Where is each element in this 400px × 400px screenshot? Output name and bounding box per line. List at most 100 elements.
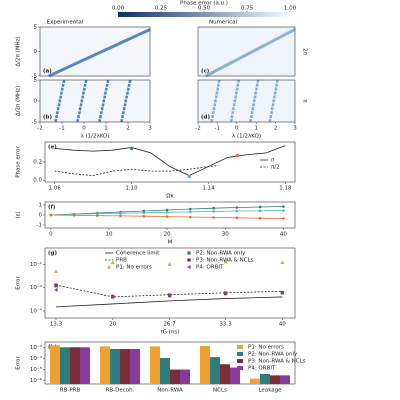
colorbar-tick-label: 0.25 bbox=[155, 6, 168, 12]
marker bbox=[142, 209, 146, 213]
heatmap-feature bbox=[249, 79, 260, 123]
x-tick-label: 1 bbox=[254, 126, 258, 132]
column-title: Numerical bbox=[209, 20, 238, 26]
legend-marker bbox=[187, 258, 191, 262]
x-axis-label: M bbox=[168, 240, 173, 246]
y-axis-label: Phase error bbox=[16, 146, 22, 178]
colorbar-tick-label: 0.50 bbox=[198, 6, 211, 12]
marker bbox=[212, 206, 215, 210]
series-line bbox=[54, 145, 286, 177]
bar bbox=[100, 346, 110, 384]
highlight-point bbox=[129, 146, 134, 151]
marker bbox=[223, 259, 228, 264]
marker bbox=[280, 260, 285, 265]
marker bbox=[96, 214, 99, 217]
marker bbox=[235, 209, 239, 213]
y-tick-label: 10⁻² bbox=[30, 261, 42, 268]
legend-label: π bbox=[271, 158, 275, 164]
y-tick-label: 10⁻⁴ bbox=[30, 307, 43, 314]
bar bbox=[180, 369, 190, 384]
y-axis-label: Δ/2π (MHz) bbox=[16, 36, 22, 66]
x-tick-label: 0 bbox=[235, 126, 239, 132]
heatmap-panel bbox=[40, 80, 150, 122]
colorbar bbox=[118, 12, 290, 17]
panel-frame bbox=[197, 26, 296, 77]
legend-swatch bbox=[237, 366, 243, 370]
y-tick-label: 10⁻³ bbox=[30, 344, 42, 351]
legend-label: P3: Non-RWA & NCLs bbox=[196, 258, 254, 264]
marker bbox=[280, 290, 284, 295]
bar bbox=[260, 373, 270, 384]
x-tick-label: 0 bbox=[82, 126, 86, 132]
marker bbox=[110, 260, 115, 265]
colorbar-tick-label: 0.00 bbox=[112, 6, 125, 12]
bar bbox=[70, 347, 80, 384]
marker bbox=[165, 211, 169, 214]
y-tick-label: 10⁻⁵ bbox=[30, 366, 42, 373]
x-tick-label: -2 bbox=[195, 126, 200, 132]
x-tick-label: -1 bbox=[215, 126, 220, 132]
marker bbox=[54, 269, 59, 273]
legend-swatch bbox=[237, 345, 243, 349]
series-line bbox=[55, 296, 283, 308]
legend-marker bbox=[107, 265, 111, 269]
marker bbox=[235, 216, 239, 220]
highlight-point bbox=[235, 153, 240, 158]
bar bbox=[170, 369, 180, 384]
legend-label: P4: ORBIT bbox=[196, 265, 224, 271]
marker bbox=[258, 209, 262, 213]
bar bbox=[160, 357, 170, 384]
x-tick-label: 2 bbox=[274, 126, 278, 132]
x-axis-label: Ωk bbox=[166, 194, 174, 200]
legend-label: Coherence limit bbox=[116, 251, 160, 257]
heatmap-feature bbox=[98, 79, 110, 123]
x-tick-label: 3 bbox=[148, 126, 152, 132]
bar bbox=[150, 346, 160, 384]
heatmap-panel bbox=[40, 27, 150, 76]
y-tick-label: 5 bbox=[34, 25, 38, 31]
legend-label: P1: No errors bbox=[248, 345, 284, 351]
bar bbox=[280, 375, 290, 384]
row-label: π bbox=[302, 99, 308, 103]
x-tick-label: 1.18 bbox=[279, 186, 292, 192]
y-tick-label: -1 bbox=[37, 223, 42, 229]
x-tick-label: 26.7 bbox=[163, 322, 176, 328]
x-tick-label: 40 bbox=[279, 322, 286, 328]
x-axis-label: λ (1/2λKO) bbox=[80, 134, 109, 140]
legend-label: P1: No errors bbox=[116, 265, 152, 271]
panel-label: (d) bbox=[201, 115, 210, 121]
bar bbox=[50, 345, 60, 384]
heatmap-feature bbox=[54, 79, 66, 123]
marker bbox=[212, 210, 215, 213]
x-tick-label: RB-Decoh. bbox=[106, 388, 135, 394]
heatmap-feature bbox=[205, 28, 296, 78]
x-axis-label: λ (1/2λKO) bbox=[232, 134, 261, 140]
x-tick-label: 0 bbox=[49, 232, 53, 238]
legend-label: PRB bbox=[116, 258, 127, 264]
bar bbox=[110, 349, 120, 384]
x-tick-label: NCLs bbox=[213, 388, 227, 394]
panel-frame bbox=[197, 79, 296, 123]
x-tick-label: RB-PRB bbox=[60, 388, 81, 394]
y-tick-label: 5 bbox=[34, 78, 38, 84]
legend-label: π/2 bbox=[271, 165, 280, 171]
x-tick-label: -2 bbox=[37, 126, 42, 132]
y-tick-label: 1 bbox=[39, 203, 43, 209]
marker bbox=[142, 214, 146, 218]
y-tick-label: 0.2 bbox=[33, 160, 42, 166]
marker bbox=[119, 211, 122, 215]
legend-label: P3: Non-RWA & NCLs bbox=[248, 359, 306, 365]
legend-swatch bbox=[237, 352, 243, 356]
x-tick-label: 20 bbox=[109, 322, 116, 328]
highlight-point bbox=[187, 174, 192, 179]
y-tick-label: 0 bbox=[34, 49, 38, 55]
marker bbox=[258, 216, 262, 220]
panel-label: (e) bbox=[48, 145, 57, 151]
panel-label: (a) bbox=[43, 69, 52, 75]
marker bbox=[119, 214, 122, 218]
marker bbox=[54, 284, 58, 288]
x-tick-label: Leakage bbox=[258, 388, 282, 394]
series-line bbox=[55, 284, 283, 298]
